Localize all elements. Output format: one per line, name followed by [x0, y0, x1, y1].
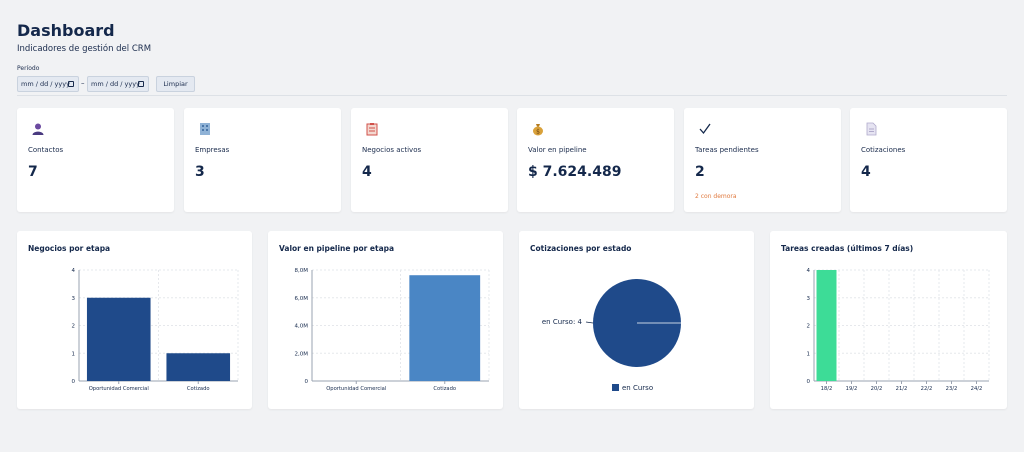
x-tick-label: 18/2 [821, 386, 833, 392]
y-tick-label: 4 [72, 268, 76, 274]
clear-button[interactable]: Limpiar [156, 76, 195, 92]
slice-label: en Curso: 4 [542, 318, 583, 326]
header-divider [17, 95, 1007, 96]
y-tick-label: 2,0M [295, 351, 309, 357]
y-tick-label: 3 [807, 296, 811, 302]
y-tick-label: 4,0M [295, 324, 309, 330]
slice-label-line [585, 321, 594, 324]
bar [816, 270, 837, 381]
kpi-card-pipeline-value: $ Valor en pipeline $ 7.624.489 [517, 108, 674, 212]
kpi-label: Cotizaciones [861, 146, 906, 154]
x-tick-label: Cotizado [433, 386, 456, 392]
start-date-input[interactable]: mm / dd / yyyy [17, 76, 79, 92]
y-tick-label: 2 [72, 324, 76, 330]
y-tick-label: 3 [72, 296, 76, 302]
overdue-note: 2 con demora [695, 193, 737, 200]
end-date-placeholder: mm / dd / yyyy [91, 80, 140, 88]
kpi-card-quotes: Cotizaciones 4 [850, 108, 1007, 212]
period-label: Período [17, 65, 40, 72]
kpi-label: Empresas [195, 146, 230, 154]
building-icon [198, 122, 212, 136]
kpi-value: 3 [195, 164, 205, 180]
x-tick-label: Oportunidad Comercial [326, 386, 386, 392]
y-tick-label: 0 [807, 379, 811, 385]
bar [166, 353, 231, 381]
kpi-label: Negocios activos [362, 146, 422, 154]
kpi-value: 4 [861, 164, 871, 180]
chart-card-deals-by-stage: Negocios por etapa 0 1 2 3 4 Oportunidad Come… [17, 231, 252, 409]
x-tick-label: 24/2 [971, 386, 983, 392]
quotes-by-status-chart: en Curso: 4 en Curso [542, 279, 681, 392]
svg-text:$: $ [536, 129, 540, 136]
kpi-value: $ 7.624.489 [528, 164, 622, 180]
chart-title: Tareas creadas (últimos 7 días) [781, 244, 914, 253]
deals-by-stage-chart: 0 1 2 3 4 Oportunidad Comercial Cotizado [72, 268, 239, 392]
kpi-label: Valor en pipeline [528, 146, 587, 154]
x-tick-label: 22/2 [921, 386, 933, 392]
checkmark-icon [698, 122, 712, 136]
end-date-input[interactable]: mm / dd / yyyy [87, 76, 149, 92]
y-tick-label: 6,0M [295, 296, 309, 302]
y-tick-label: 2 [807, 324, 811, 330]
chart-card-tasks-created: Tareas creadas (últimos 7 días) 0 1 2 3 4 18/… [770, 231, 1007, 409]
calendar-icon[interactable] [68, 81, 74, 87]
person-icon [31, 122, 45, 136]
x-tick-label: Cotizado [187, 386, 210, 392]
y-tick-label: 1 [807, 351, 811, 357]
legend-label: en Curso [622, 384, 653, 392]
bar [409, 275, 481, 381]
kpi-value: 4 [362, 164, 372, 180]
chart-title: Valor en pipeline por etapa [279, 244, 395, 253]
x-tick-label: Oportunidad Comercial [89, 386, 149, 392]
kpi-card-pending-tasks: Tareas pendientes 2 2 con demora [684, 108, 841, 212]
money-bag-icon: $ [531, 122, 545, 136]
date-separator: – [81, 79, 85, 87]
x-tick-label: 23/2 [946, 386, 958, 392]
kpi-card-contacts: Contactos 7 [17, 108, 174, 212]
x-tick-label: 21/2 [896, 386, 908, 392]
page-title: Dashboard [17, 21, 115, 40]
start-date-placeholder: mm / dd / yyyy [21, 80, 70, 88]
chart-title: Cotizaciones por estado [530, 244, 632, 253]
chart-title: Negocios por etapa [28, 244, 111, 253]
y-tick-label: 8,0M [295, 268, 309, 274]
bar [86, 297, 151, 381]
kpi-label: Contactos [28, 146, 64, 154]
chart-card-quotes-by-status: Cotizaciones por estado en Curso: 4 en Cu… [519, 231, 754, 409]
tasks-created-chart: 0 1 2 3 4 18/2 19/2 20/2 21/2 22/2 23/2 24/2 [807, 268, 990, 392]
x-tick-label: 20/2 [871, 386, 883, 392]
pipeline-value-chart: 0 2,0M 4,0M 6,0M 8,0M Oportunidad Comercial Co… [295, 268, 490, 392]
calendar-icon[interactable] [138, 81, 144, 87]
page-subtitle: Indicadores de gestión del CRM [17, 44, 152, 54]
kpi-card-active-deals: Negocios activos 4 [351, 108, 508, 212]
legend-swatch [612, 384, 619, 391]
y-tick-label: 4 [807, 268, 811, 274]
chart-card-pipeline-value: Valor en pipeline por etapa 0 2,0M 4,0M 6,0… [268, 231, 503, 409]
y-tick-label: 0 [305, 379, 309, 385]
document-icon [864, 122, 878, 136]
clipboard-icon [365, 122, 379, 136]
y-tick-label: 1 [72, 351, 76, 357]
y-tick-label: 0 [72, 379, 76, 385]
kpi-value: 2 [695, 164, 705, 180]
kpi-value: 7 [28, 164, 38, 180]
kpi-label: Tareas pendientes [695, 146, 759, 154]
x-tick-label: 19/2 [846, 386, 858, 392]
kpi-card-companies: Empresas 3 [184, 108, 341, 212]
